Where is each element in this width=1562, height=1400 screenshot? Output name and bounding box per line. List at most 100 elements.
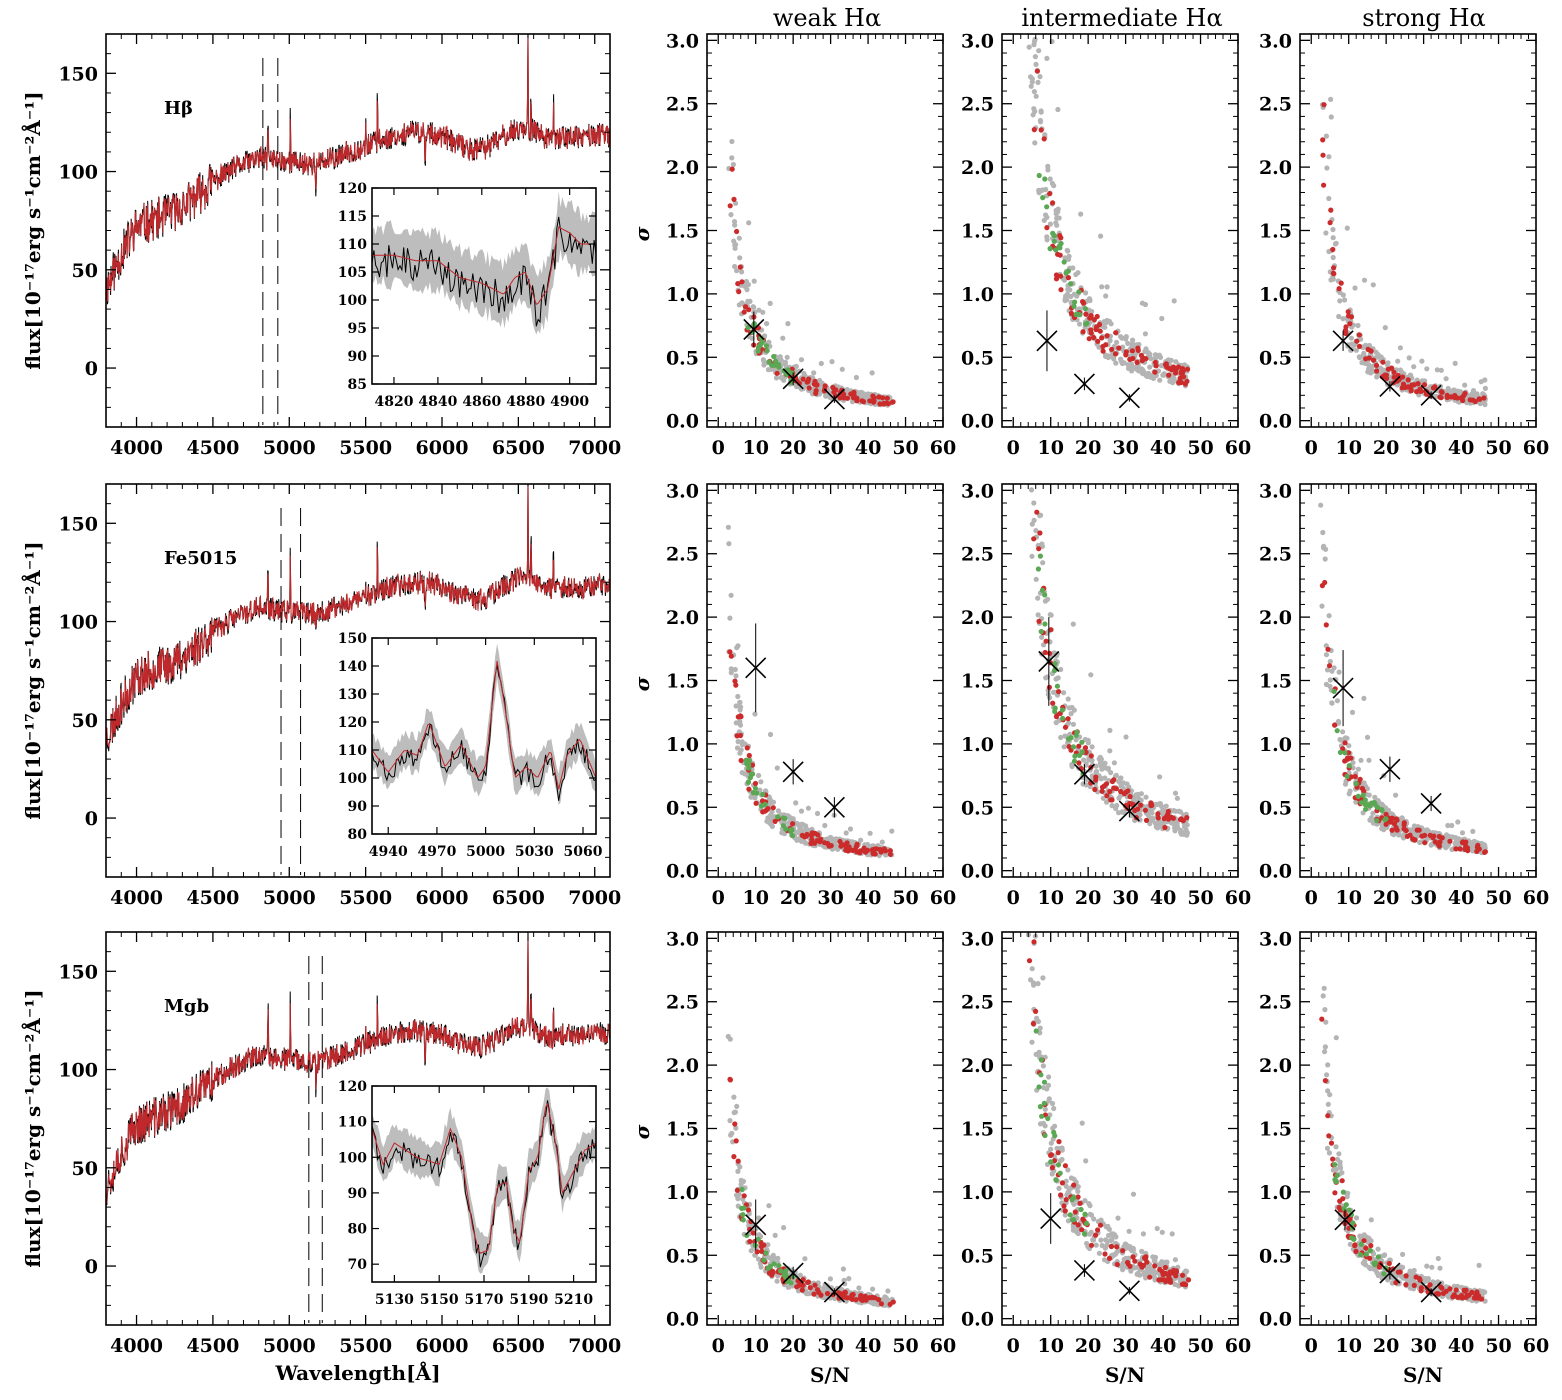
- scatter-point: [1070, 744, 1076, 750]
- x-tick-label: 40: [1150, 887, 1176, 909]
- y-tick-label: 0.0: [1259, 411, 1292, 433]
- scatter-point: [770, 805, 776, 811]
- scatter-point: [1081, 757, 1087, 763]
- scatter-point: [1482, 849, 1488, 855]
- scatter-point: [1088, 672, 1094, 678]
- scatter-point: [1044, 237, 1050, 243]
- y-tick-label: 100: [58, 1060, 98, 1082]
- scatter-point: [1320, 529, 1326, 536]
- scatter-points: [725, 1033, 896, 1309]
- x-tick-label: 50: [892, 887, 918, 909]
- scatter-point: [1134, 1271, 1140, 1277]
- scatter-point: [850, 847, 856, 854]
- spectrum-panels: 4000 4500 5000 5500 6000 6500 7000050100150flu…: [21, 33, 621, 1385]
- scatter-point: [1048, 1140, 1054, 1146]
- scatter-point: [1130, 337, 1136, 343]
- scatter-point: [859, 392, 865, 398]
- scatter-point: [788, 379, 794, 385]
- scatter-point: [1042, 592, 1048, 598]
- scatter-point: [1134, 359, 1140, 365]
- scatter-point: [805, 805, 812, 811]
- scatter-frame: [706, 483, 944, 878]
- scatter-point: [1026, 759, 1031, 764]
- scatter-point: [1127, 794, 1133, 800]
- scatter-point: [749, 762, 756, 768]
- scatter-point: [731, 196, 737, 202]
- scatter-point: [1443, 845, 1449, 851]
- scatter-point: [1073, 311, 1079, 318]
- index-name-label: Hβ: [164, 98, 193, 119]
- scatter-point: [741, 309, 747, 315]
- scatter-point: [744, 745, 750, 751]
- scatter-point: [778, 375, 785, 381]
- x-tick-label: 10: [1037, 887, 1063, 909]
- scatter-point: [1048, 1146, 1054, 1152]
- scatter-point: [1380, 359, 1386, 365]
- x-tick-label: 4500: [186, 1335, 239, 1357]
- x-tick-label: 40: [1448, 887, 1474, 909]
- inset-y-tick-label: 150: [338, 631, 367, 647]
- scatter-point: [747, 1238, 753, 1245]
- x-tick-label: 0: [712, 1335, 725, 1357]
- scatter-panel-r1-c2: 0 10 20 30 40 50 60 0.0 0.5 1.0 1.5 2.0 2.5 3.0: [961, 30, 1251, 459]
- scatter-point: [1101, 319, 1107, 325]
- scatter-point: [1346, 791, 1352, 797]
- x-tick-label: 5000: [263, 887, 316, 909]
- scatter-point: [1062, 1212, 1068, 1218]
- scatter-point: [1348, 335, 1354, 341]
- scatter-point: [887, 851, 894, 858]
- x-tick-label: 5000: [263, 437, 316, 459]
- scatter-point: [1406, 355, 1412, 361]
- inset-y-tick-label: 115: [338, 209, 367, 225]
- scatter-point: [1057, 233, 1063, 239]
- scatter-point: [1080, 781, 1086, 787]
- scatter-point: [1331, 688, 1337, 695]
- scatter-point: [1342, 758, 1348, 764]
- scatter-point: [734, 1103, 740, 1109]
- y-tick-label: 2.5: [666, 94, 699, 116]
- scatter-point: [1063, 294, 1069, 300]
- y-tick-label: 0.0: [666, 411, 699, 433]
- scatter-point: [1396, 832, 1402, 838]
- scatter-point: [738, 757, 744, 764]
- scatter-point: [1024, 809, 1029, 814]
- scatter-point: [1027, 893, 1032, 898]
- scatter-point: [773, 358, 779, 364]
- scatter-point: [1125, 362, 1131, 368]
- scatter-point: [760, 309, 766, 315]
- scatter-point: [1101, 783, 1107, 789]
- inset-model-line: [372, 1102, 596, 1254]
- scatter-point: [1366, 757, 1372, 763]
- scatter-point: [890, 399, 896, 405]
- scatter-point: [1021, 59, 1026, 64]
- scatter-point: [807, 1285, 813, 1291]
- scatter-point: [862, 849, 869, 855]
- scatter-point: [1079, 749, 1085, 755]
- scatter-point: [1031, 106, 1037, 112]
- scatter-point: [1083, 290, 1089, 296]
- x-tick-label: 0: [1007, 887, 1020, 909]
- x-tick-label: 40: [1150, 437, 1176, 459]
- scatter-point: [1176, 808, 1182, 814]
- scatter-point: [1354, 338, 1360, 344]
- y-tick-label: 0.0: [1259, 861, 1292, 883]
- scatter-panel-r2-c1: 0 10 20 30 40 50 60 0.0 0.5 1.0 1.5 2.0 2.5 3.0 σ: [630, 480, 956, 909]
- x-tick-label: 50: [1485, 437, 1511, 459]
- scatter-point: [1391, 369, 1397, 375]
- x-tick-label: 60: [1225, 887, 1251, 909]
- scatter-point: [1034, 1015, 1040, 1021]
- y-tick-label: 0.0: [961, 411, 994, 433]
- scatter-point: [737, 264, 743, 270]
- scatter-point: [805, 1291, 812, 1297]
- scatter-point: [1391, 374, 1397, 380]
- scatter-point: [1157, 377, 1163, 383]
- scatter-point: [1034, 509, 1040, 515]
- spectrum-x-label: Wavelength[Å]: [274, 1361, 440, 1385]
- scatter-point: [1084, 1240, 1090, 1247]
- inset-panel: 4940 4970 5000 5030 5060 80 90 100 110 120 130 140 1…: [338, 631, 603, 860]
- scatter-point: [1066, 705, 1072, 711]
- scatter-point: [767, 731, 774, 738]
- scatter-point: [1047, 246, 1053, 252]
- inset-x-tick-label: 5030: [515, 844, 554, 860]
- scatter-point: [1086, 1201, 1092, 1207]
